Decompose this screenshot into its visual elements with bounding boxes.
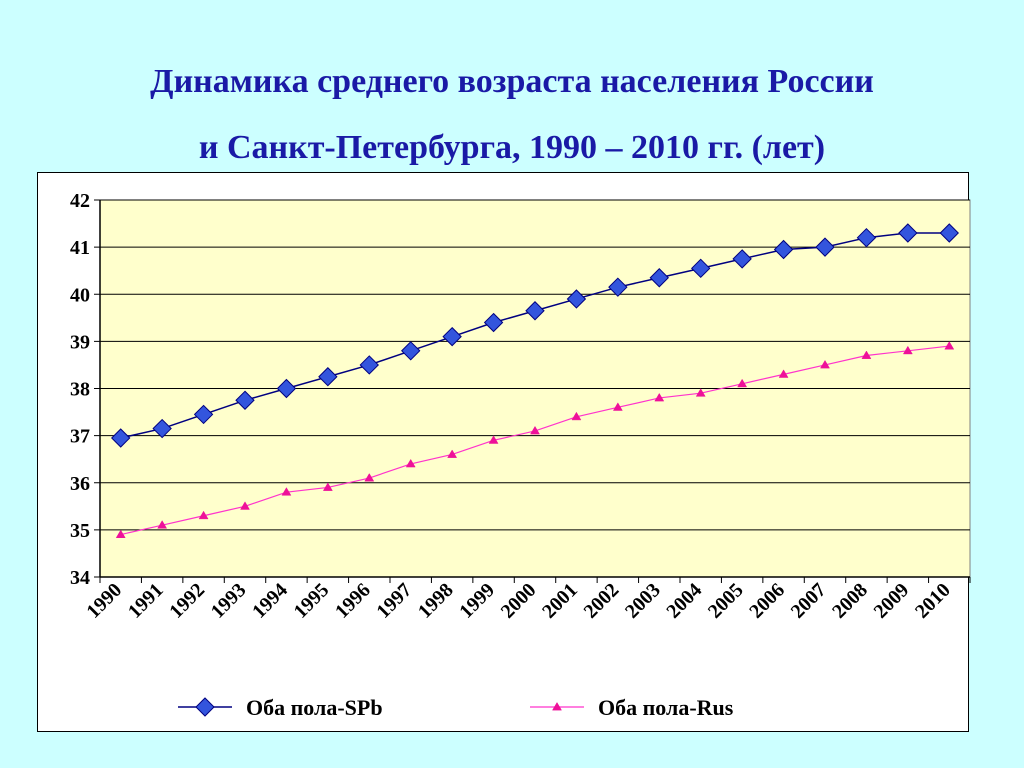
data-point xyxy=(737,378,748,388)
x-tick-label: 1993 xyxy=(207,579,251,623)
data-point xyxy=(193,404,214,425)
data-point xyxy=(447,449,458,458)
chart-title-line-2: и Санкт-Петербурга, 1990 – 2010 гг. (лет… xyxy=(198,129,826,166)
data-point xyxy=(240,501,250,510)
data-point xyxy=(612,402,623,411)
data-point xyxy=(566,289,587,309)
data-point xyxy=(235,390,255,410)
x-tick-label: 1991 xyxy=(124,579,168,623)
x-tick-label: 1994 xyxy=(248,579,292,623)
data-point xyxy=(281,487,292,496)
x-tick-label: 1995 xyxy=(290,579,334,623)
data-point xyxy=(691,258,711,279)
x-tick-label: 2006 xyxy=(745,579,789,623)
y-tick-label: 39 xyxy=(70,331,90,353)
data-point xyxy=(111,428,131,448)
x-tick-label: 2008 xyxy=(828,579,872,623)
legend-swatch-marker xyxy=(195,697,215,717)
data-point xyxy=(442,326,462,347)
data-point xyxy=(861,350,872,359)
data-point xyxy=(571,411,582,421)
data-point xyxy=(608,277,628,297)
data-point xyxy=(405,458,416,468)
data-point xyxy=(157,520,168,529)
data-point xyxy=(778,369,789,378)
data-point xyxy=(732,249,752,269)
data-point xyxy=(488,435,499,444)
y-tick-label: 35 xyxy=(70,520,90,542)
legend-swatch-marker xyxy=(552,702,562,711)
x-tick-label: 2003 xyxy=(621,579,665,623)
data-point xyxy=(115,529,126,538)
data-point xyxy=(898,223,918,243)
x-tick-label: 1999 xyxy=(455,579,499,623)
data-point xyxy=(649,268,669,288)
data-point xyxy=(856,227,877,248)
y-tick-label: 42 xyxy=(70,190,90,212)
data-point xyxy=(359,355,379,375)
data-point xyxy=(525,301,545,321)
data-point xyxy=(815,237,835,257)
x-tick-label: 1997 xyxy=(372,579,416,623)
y-tick-label: 34 xyxy=(70,567,90,589)
legend-label: Оба пола-Rus xyxy=(598,695,734,720)
x-tick-label: 2010 xyxy=(911,579,955,623)
data-point xyxy=(820,359,830,369)
data-point xyxy=(152,418,172,439)
y-tick-label: 37 xyxy=(70,426,90,448)
data-point xyxy=(944,341,955,350)
x-tick-label: 2002 xyxy=(580,579,624,623)
x-tick-label: 1992 xyxy=(165,579,209,623)
x-tick-label: 1998 xyxy=(414,579,458,623)
data-point xyxy=(939,223,959,243)
data-point xyxy=(654,392,665,402)
chart-title-line-1: Динамика среднего возраста населения Рос… xyxy=(150,63,874,100)
data-point xyxy=(198,510,209,520)
y-tick-label: 36 xyxy=(70,473,90,495)
y-tick-label: 38 xyxy=(70,379,90,401)
y-tick-label: 40 xyxy=(70,284,90,306)
x-tick-label: 2001 xyxy=(538,579,582,623)
data-point xyxy=(773,239,794,260)
x-tick-label: 2009 xyxy=(870,579,914,623)
y-tick-label: 41 xyxy=(70,237,90,259)
data-point xyxy=(276,378,297,399)
data-point xyxy=(530,425,540,435)
data-point xyxy=(322,482,333,491)
data-point xyxy=(902,345,913,355)
data-point xyxy=(401,341,421,361)
data-point xyxy=(364,473,375,482)
x-tick-label: 2007 xyxy=(787,579,831,623)
x-tick-label: 2005 xyxy=(704,579,748,623)
data-point xyxy=(483,312,504,333)
data-point xyxy=(318,367,338,387)
x-tick-label: 2000 xyxy=(497,579,541,623)
legend-label: Оба пола-SPb xyxy=(246,695,383,720)
x-tick-label: 2004 xyxy=(662,579,706,623)
x-tick-label: 1996 xyxy=(331,579,375,623)
data-point xyxy=(695,388,706,397)
